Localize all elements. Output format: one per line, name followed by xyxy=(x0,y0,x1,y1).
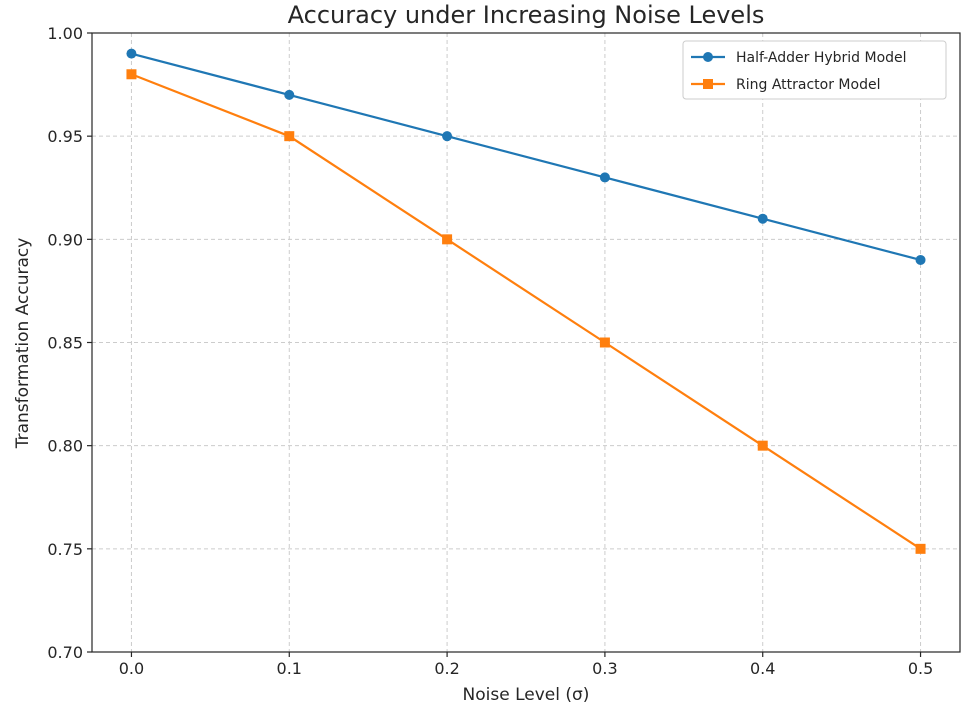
x-axis-title: Noise Level (σ) xyxy=(463,685,590,705)
x-tick-label: 0.0 xyxy=(119,659,144,678)
legend-box xyxy=(682,40,947,100)
data-point xyxy=(599,172,610,183)
series-layer xyxy=(126,48,926,554)
legend-label: Half-Adder Hybrid Model xyxy=(736,50,907,66)
data-point xyxy=(442,234,453,245)
legend-label: Ring Attractor Model xyxy=(736,77,880,93)
grid xyxy=(92,32,960,653)
legend-marker xyxy=(703,79,713,89)
legend: Half-Adder Hybrid Model Ring Attractor Mo… xyxy=(682,40,947,100)
series-1 xyxy=(126,48,926,265)
data-point xyxy=(757,213,768,224)
x-tick-label: 0.2 xyxy=(434,659,459,678)
y-tick-label: 0.80 xyxy=(47,437,83,456)
y-tick-label: 1.00 xyxy=(47,24,83,43)
data-point xyxy=(126,69,137,80)
x-tick-label: 0.3 xyxy=(592,659,617,678)
y-axis-title: Transformation Accuracy xyxy=(13,238,33,450)
data-point xyxy=(284,89,295,100)
y-tick-label: 0.90 xyxy=(47,230,83,249)
data-point xyxy=(915,254,926,265)
series-line xyxy=(131,73,922,550)
y-tick-label: 0.75 xyxy=(47,540,83,559)
y-tick-label: 0.95 xyxy=(47,127,83,146)
x-tick-label: 0.4 xyxy=(750,659,775,678)
x-tick-label: 0.5 xyxy=(908,659,933,678)
data-point xyxy=(757,440,768,451)
x-tick-label: 0.1 xyxy=(277,659,302,678)
data-point xyxy=(915,543,926,554)
legend-marker xyxy=(703,52,713,62)
chart-title: Accuracy under Increasing Noise Levels xyxy=(288,1,765,29)
y-tick-label: 0.85 xyxy=(47,334,83,353)
data-point xyxy=(284,131,295,142)
data-point xyxy=(599,337,610,348)
axis-ticks: 0.0 0.1 0.2 0.3 0.4 0.5 0.70 0.75 0.80 0.85 0.90 0.… xyxy=(47,24,933,678)
y-tick-label: 0.70 xyxy=(47,643,83,662)
data-point xyxy=(442,131,453,142)
series-line xyxy=(131,52,921,262)
series-2 xyxy=(126,69,926,554)
data-point xyxy=(126,48,137,59)
